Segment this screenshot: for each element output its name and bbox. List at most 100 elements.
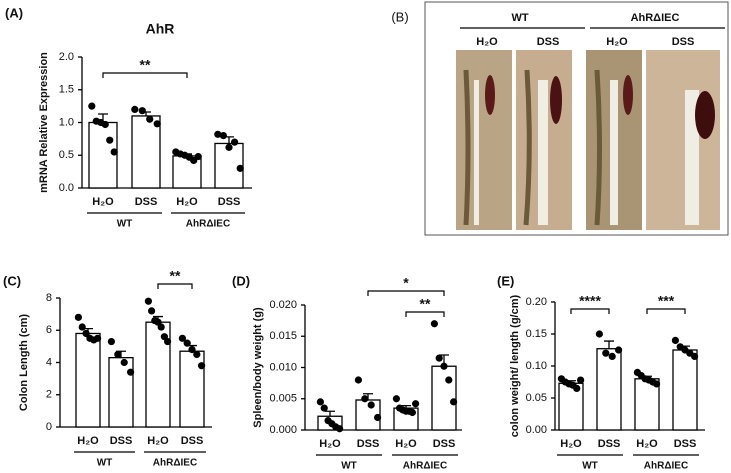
x-tick-label: H₂O <box>560 438 582 450</box>
bar <box>672 349 698 431</box>
significance-label: * <box>403 275 409 291</box>
data-point <box>691 352 699 360</box>
bar <box>179 350 205 428</box>
data-point <box>148 307 156 315</box>
data-point <box>573 384 581 392</box>
ruler <box>538 80 548 225</box>
panel-label: (D) <box>232 273 250 288</box>
y-tick-label: 4 <box>46 356 52 368</box>
significance-label: **** <box>579 293 601 309</box>
data-point <box>138 107 146 115</box>
x-tick-label: DSS <box>181 435 204 447</box>
y-tick-label: 0.000 <box>269 424 297 436</box>
data-point <box>445 376 453 384</box>
significance-bracket <box>570 308 610 314</box>
x-tick-label: H₂O <box>319 438 341 450</box>
data-point <box>595 330 604 338</box>
group-label: WT <box>341 461 357 472</box>
y-tick-label: 8 <box>46 292 52 304</box>
photo <box>646 50 720 230</box>
significance-label: ** <box>420 296 431 312</box>
significance-label: *** <box>658 293 675 309</box>
x-tick-label: DSS <box>598 438 621 450</box>
group-label: WT <box>117 219 133 230</box>
significance-bracket <box>367 290 445 296</box>
data-point <box>74 313 82 321</box>
significance-bracket <box>646 308 686 314</box>
y-tick-label: 0 <box>46 421 52 433</box>
condition-label: H₂O <box>476 36 498 48</box>
x-tick-label: H₂O <box>92 196 114 208</box>
spleen <box>695 91 715 139</box>
data-point <box>78 323 86 331</box>
y-tick-label: 0.020 <box>269 299 297 311</box>
x-tick-label: H₂O <box>636 438 658 450</box>
y-tick-label: 0.005 <box>269 393 297 405</box>
significance-label: ** <box>140 57 151 73</box>
x-tick-label: DSS <box>433 438 456 450</box>
y-axis-label: Spleen/body weight (g) <box>252 307 264 428</box>
panel-label: (C) <box>3 273 21 288</box>
x-tick-label: H₂O <box>77 435 99 447</box>
data-point <box>440 362 448 370</box>
data-point <box>320 404 328 412</box>
y-tick-label: 0.20 <box>526 296 547 308</box>
data-point <box>361 395 369 403</box>
y-tick-label: 0.05 <box>526 392 547 404</box>
data-point <box>131 105 139 113</box>
data-point <box>392 395 400 403</box>
significance-bracket <box>102 72 188 78</box>
y-tick-label: 0.15 <box>526 328 547 340</box>
data-point <box>178 334 186 342</box>
data-point <box>88 102 96 110</box>
data-point <box>236 164 244 172</box>
data-point <box>194 152 202 161</box>
condition-label: H₂O <box>606 36 628 48</box>
data-point <box>106 136 114 144</box>
data-point <box>577 376 585 384</box>
bar <box>108 357 134 428</box>
significance-bracket <box>157 283 193 289</box>
data-point <box>94 334 102 342</box>
data-point <box>225 143 233 151</box>
y-tick-label: 1.5 <box>59 84 74 96</box>
data-point <box>188 346 196 354</box>
data-point <box>110 148 118 156</box>
data-point <box>183 339 191 347</box>
bar <box>75 332 101 428</box>
group-label: WT <box>511 12 528 24</box>
data-point <box>198 362 206 370</box>
x-tick-label: DSS <box>674 438 697 450</box>
data-point <box>450 398 458 406</box>
data-point <box>316 398 324 406</box>
chart-title: AhR <box>146 21 175 37</box>
spleen <box>485 75 495 115</box>
data-point <box>602 349 610 357</box>
panel-label: (A) <box>5 5 23 20</box>
x-tick-label: H₂O <box>147 435 169 447</box>
y-tick-label: 0.5 <box>59 149 74 161</box>
bar <box>88 121 118 189</box>
bar <box>596 348 622 431</box>
x-tick-label: H₂O <box>176 196 198 208</box>
x-tick-label: DSS <box>110 435 133 447</box>
data-point <box>193 350 201 359</box>
panel-label: (B) <box>391 9 408 24</box>
group-label: AhRΔIEC <box>403 461 447 472</box>
condition-label: DSS <box>537 36 560 48</box>
significance-label: ** <box>170 268 181 284</box>
data-point <box>127 368 135 376</box>
spleen <box>550 76 562 124</box>
data-point <box>82 329 90 338</box>
y-axis-label: mRNA Relative Expression <box>38 52 50 193</box>
data-point <box>608 352 616 360</box>
data-point <box>615 346 623 354</box>
y-axis-label: Colon Length (cm) <box>18 314 30 411</box>
data-point <box>101 120 109 129</box>
data-point <box>214 130 222 138</box>
panel-label: (E) <box>497 273 514 288</box>
ruler <box>685 90 699 225</box>
data-point <box>430 320 438 328</box>
y-tick-label: 0.10 <box>526 360 547 372</box>
